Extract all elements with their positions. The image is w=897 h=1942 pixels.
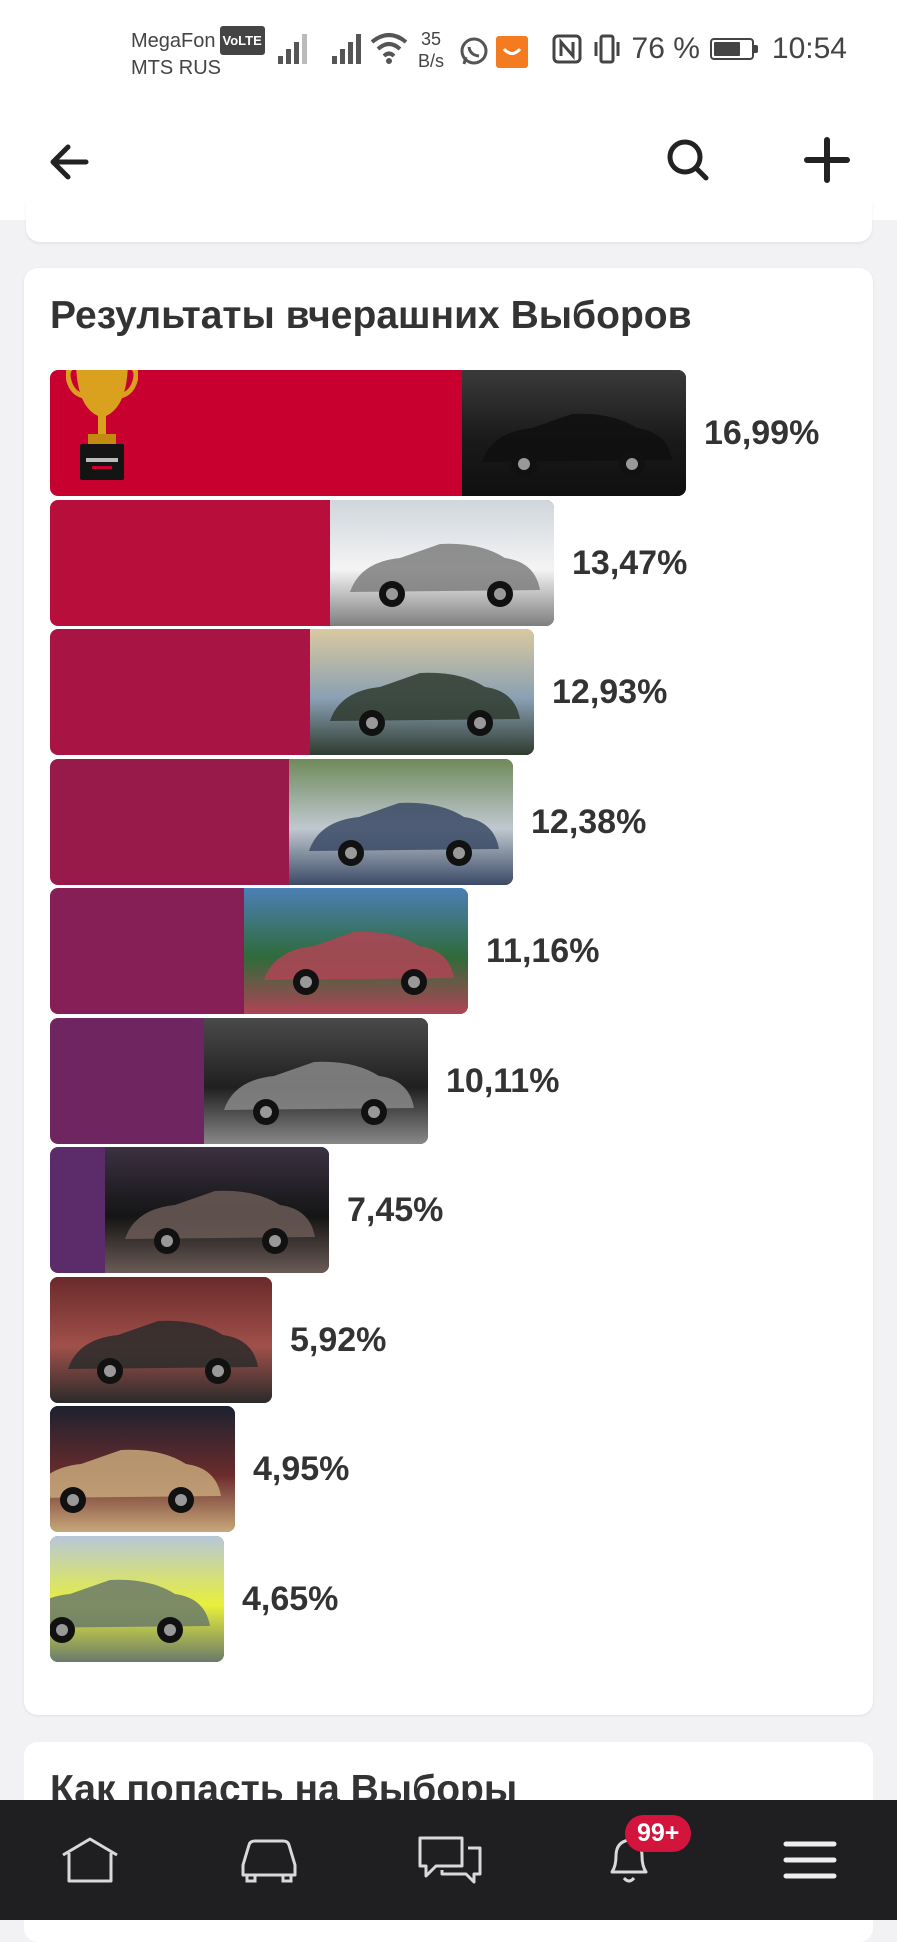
add-button[interactable] — [797, 130, 857, 190]
results-card: Результаты вчерашних Выборов 16,99% 13,47… — [24, 268, 873, 1715]
car-photo — [310, 629, 534, 755]
result-percent: 4,65% — [242, 1580, 339, 1618]
result-bar[interactable] — [50, 1018, 428, 1144]
card-title: Результаты вчерашних Выборов — [50, 294, 692, 337]
status-right: 76 % 10:54 — [552, 32, 847, 66]
status-bar: MegaFon VoLTE MTS RUS 35 B/s 76 % — [0, 0, 897, 104]
result-percent: 12,93% — [552, 673, 668, 711]
search-icon — [667, 139, 709, 181]
result-bar[interactable] — [50, 1277, 272, 1403]
result-percent: 7,45% — [347, 1191, 444, 1229]
result-bar[interactable] — [50, 629, 534, 755]
wifi-icon — [370, 33, 408, 64]
chat-icon — [418, 1836, 482, 1884]
result-percent: 16,99% — [704, 414, 820, 452]
result-bar[interactable] — [50, 500, 554, 626]
bottom-nav: 99+ — [0, 1800, 897, 1920]
result-bar[interactable] — [50, 759, 513, 885]
net-speed: 35 B/s — [418, 29, 445, 71]
car-photo — [330, 500, 554, 626]
result-bar[interactable] — [50, 1406, 235, 1532]
car-photo — [105, 1147, 329, 1273]
nav-menu[interactable] — [765, 1820, 855, 1900]
result-percent: 13,47% — [572, 544, 688, 582]
notifications-badge: 99+ — [625, 1815, 692, 1852]
car-photo — [462, 370, 686, 496]
vibrate-icon — [594, 34, 620, 64]
aliexpress-icon — [496, 36, 528, 68]
menu-icon — [783, 1841, 837, 1879]
car-icon — [241, 1839, 297, 1883]
car-photo — [244, 888, 468, 1014]
result-bar[interactable] — [50, 1536, 224, 1662]
result-percent: 5,92% — [290, 1321, 387, 1359]
result-percent: 10,11% — [446, 1062, 560, 1100]
nav-home[interactable] — [45, 1820, 135, 1900]
car-photo — [50, 1277, 272, 1403]
carrier-1: MegaFon — [131, 30, 216, 52]
plus-icon — [804, 137, 850, 183]
clock: 10:54 — [771, 32, 847, 65]
nav-messages[interactable] — [405, 1820, 495, 1900]
arrow-left-icon — [50, 144, 89, 180]
signal-icon — [278, 34, 307, 64]
nfc-icon — [552, 34, 582, 64]
result-percent: 12,38% — [531, 803, 647, 841]
result-percent: 4,95% — [253, 1450, 350, 1488]
battery-icon — [709, 38, 758, 60]
car-photo — [204, 1018, 428, 1144]
car-photo — [289, 759, 513, 885]
carrier-info: MegaFon VoLTE MTS RUS — [131, 26, 265, 82]
result-percent: 11,16% — [486, 932, 600, 970]
trophy-icon — [65, 370, 139, 494]
search-button[interactable] — [658, 130, 718, 190]
back-button[interactable] — [40, 132, 100, 192]
result-bar[interactable] — [50, 1147, 329, 1273]
whatsapp-icon — [460, 37, 488, 65]
car-photo — [50, 1406, 235, 1532]
home-icon — [62, 1837, 118, 1883]
signal-icon-2 — [332, 34, 361, 64]
result-bar[interactable] — [50, 888, 468, 1014]
result-bar[interactable] — [50, 370, 686, 496]
car-photo — [50, 1536, 224, 1662]
nav-garage[interactable] — [224, 1820, 314, 1900]
volte-badge: VoLTE — [219, 26, 265, 55]
previous-card-edge — [26, 200, 872, 242]
carrier-2: MTS RUS — [131, 57, 221, 79]
battery-percent: 76 % — [631, 32, 700, 65]
